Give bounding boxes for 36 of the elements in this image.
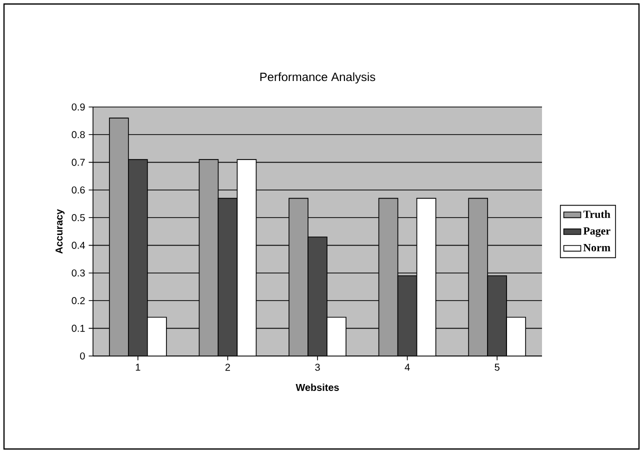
y-tick-label: 0.9 (72, 103, 85, 111)
bar (109, 118, 129, 356)
bar (308, 236, 328, 356)
bar (288, 198, 308, 356)
legend-label: Norm (583, 244, 610, 252)
legend-label: Pager (583, 227, 610, 237)
bar (198, 159, 219, 356)
bar (487, 275, 508, 356)
bar (506, 316, 526, 356)
legend-label: Truth (583, 210, 610, 218)
y-tick-label: 0.7 (72, 158, 85, 166)
y-tick-label: 0.1 (72, 324, 85, 332)
bar (378, 198, 398, 356)
y-tick-label: 0.2 (72, 297, 85, 304)
x-tick-label: 1 (136, 364, 140, 371)
x-axis-title: Websites (296, 384, 339, 391)
bar (397, 275, 418, 356)
x-tick-label: 4 (404, 364, 410, 371)
x-tick-label: 5 (494, 364, 500, 371)
y-axis-title: Accuracy (56, 209, 65, 254)
bar (468, 198, 488, 356)
bar (147, 316, 167, 356)
y-tick-label: 0.6 (72, 186, 85, 194)
y-tick-label: 0.5 (72, 214, 85, 222)
bar (236, 159, 257, 356)
bar (218, 198, 238, 356)
y-tick-label: 0.4 (72, 242, 85, 249)
y-tick-label: 0 (80, 352, 85, 360)
x-tick-label: 2 (225, 364, 230, 371)
y-tick-label: 0.3 (72, 269, 85, 277)
bar (128, 159, 148, 356)
bar (416, 198, 436, 356)
x-tick-label: 3 (315, 364, 320, 371)
bar (326, 316, 346, 356)
chart-title: Performance Analysis (260, 72, 376, 84)
y-tick-label: 0.8 (72, 131, 85, 138)
